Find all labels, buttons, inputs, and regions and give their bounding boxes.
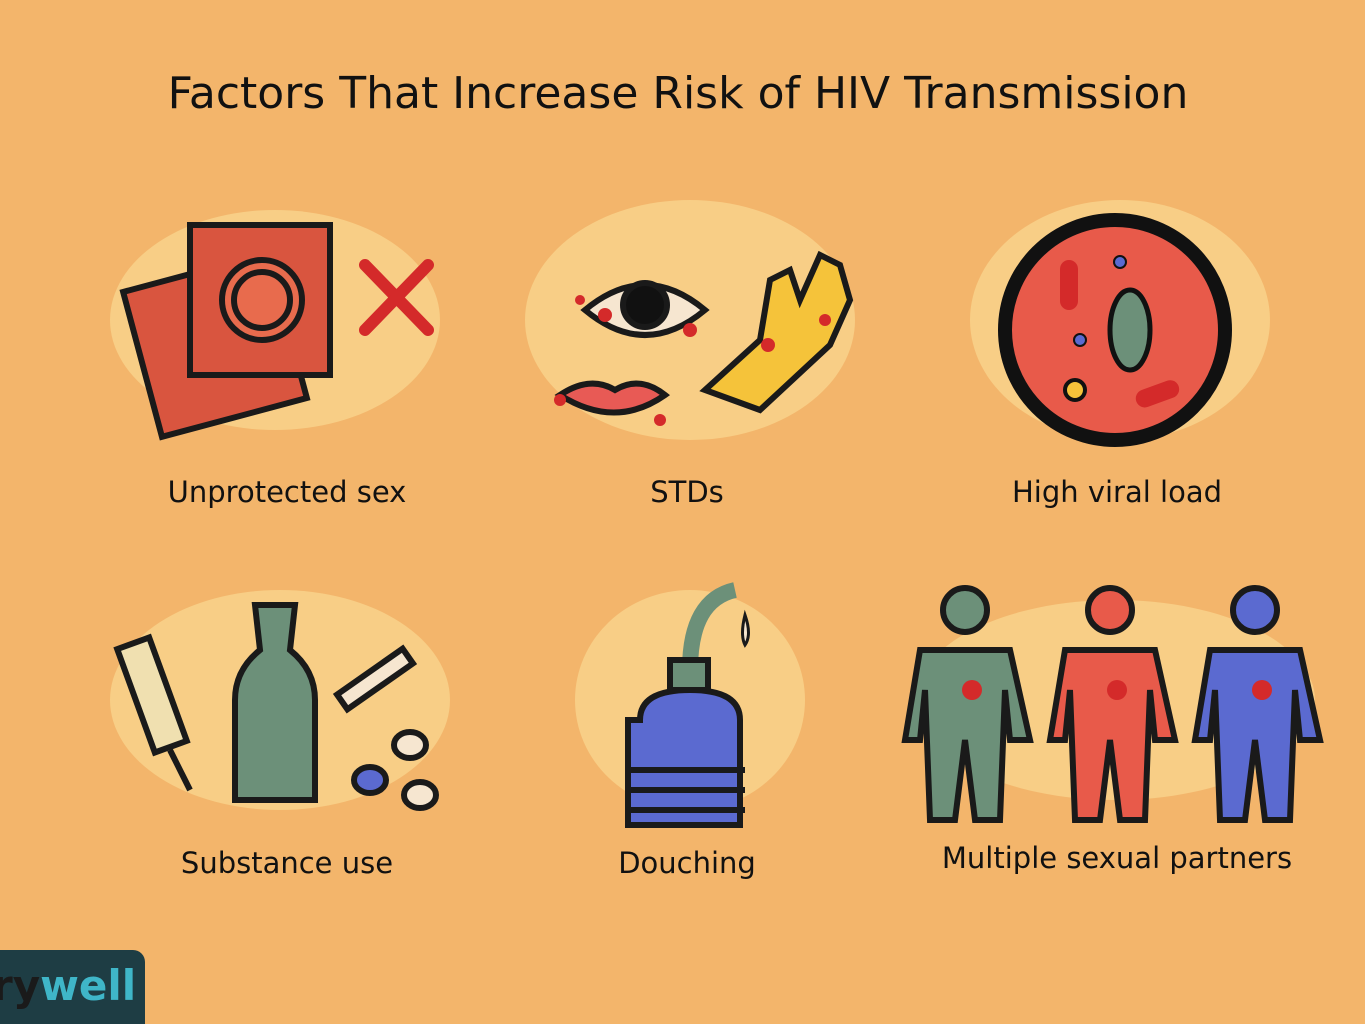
std-spots [554, 295, 831, 426]
hearts [962, 680, 1272, 700]
std-icon [554, 250, 854, 416]
item-label: Douching [618, 846, 756, 880]
logo-box [0, 950, 145, 1024]
people-icon [901, 585, 1324, 823]
x-mark [359, 259, 434, 336]
item-label: STDs [650, 475, 724, 509]
logo-suffix: well [40, 961, 136, 1010]
item-label: Unprotected sex [168, 475, 407, 509]
title: Factors That Increase Risk of HIV Transm… [168, 68, 1189, 119]
condom-icon [119, 222, 333, 441]
logo: rywell [0, 961, 136, 1010]
item-label: Multiple sexual partners [942, 841, 1292, 875]
substance-icon [113, 602, 439, 811]
douche-icon [625, 582, 750, 828]
logo-prefix: ry [0, 961, 40, 1010]
item-label: High viral load [1012, 475, 1222, 509]
item-label: Substance use [181, 846, 393, 880]
virus-icon [998, 213, 1232, 447]
